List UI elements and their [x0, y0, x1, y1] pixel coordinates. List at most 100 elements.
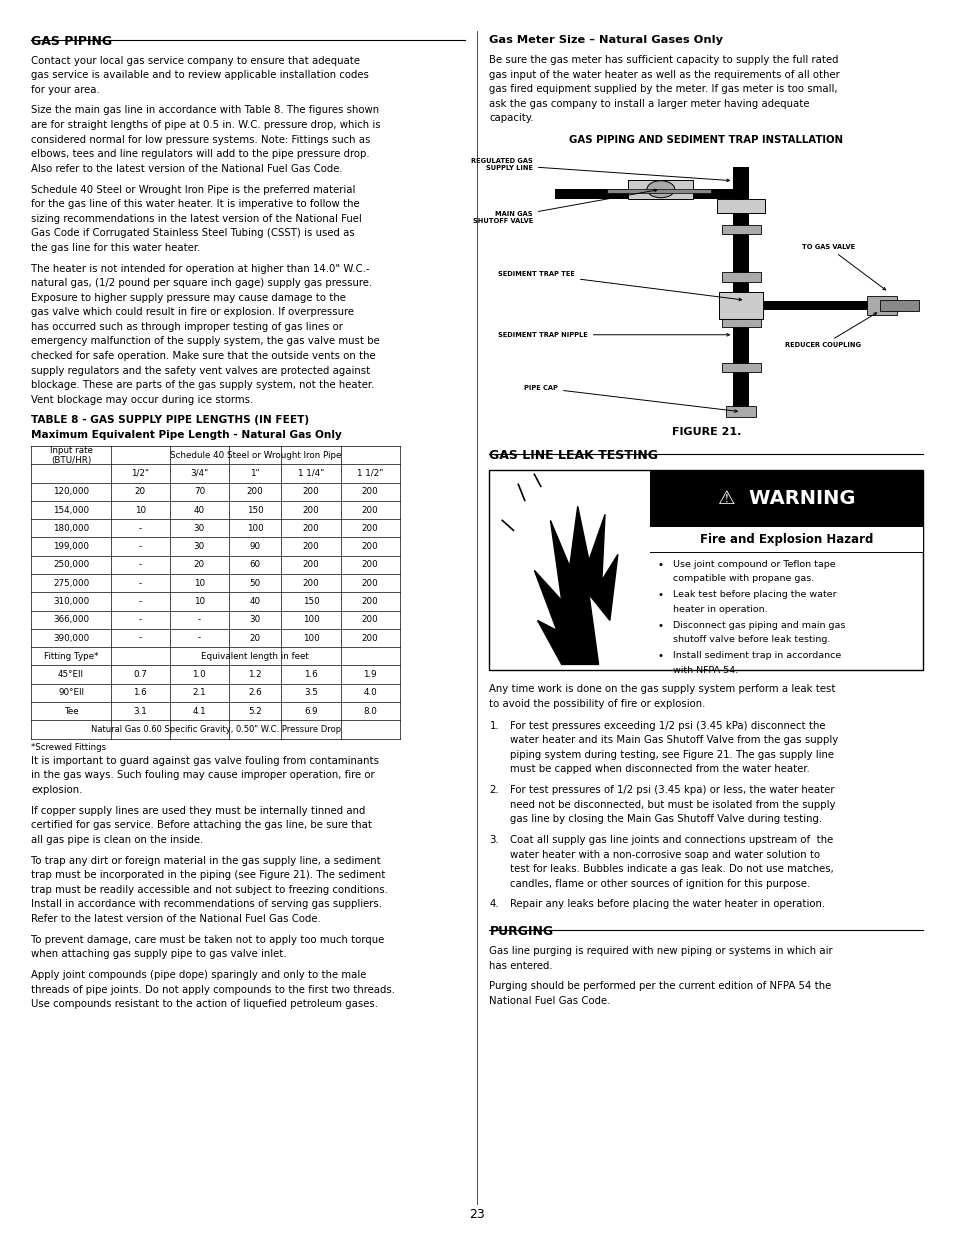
Text: 200: 200 [302, 505, 319, 515]
Text: SEDIMENT TRAP TEE: SEDIMENT TRAP TEE [497, 270, 740, 301]
Text: PURGING: PURGING [489, 925, 553, 939]
Bar [720, 317, 760, 327]
Text: 45°Ell: 45°Ell [58, 671, 84, 679]
Text: Coat all supply gas line joints and connections upstream of  the: Coat all supply gas line joints and conn… [510, 835, 833, 845]
Text: TO GAS VALVE: TO GAS VALVE [801, 245, 884, 290]
Text: 10: 10 [193, 579, 205, 588]
FancyBboxPatch shape [489, 471, 923, 671]
Text: 20: 20 [193, 561, 205, 569]
Text: 200: 200 [361, 505, 378, 515]
Text: 2.6: 2.6 [248, 688, 262, 698]
Text: Leak test before placing the water: Leak test before placing the water [672, 590, 836, 599]
Text: 1/2": 1/2" [132, 469, 149, 478]
Text: gas fired equipment supplied by the meter. If gas meter is too small,: gas fired equipment supplied by the mete… [489, 84, 837, 94]
Text: 3/4": 3/4" [190, 469, 209, 478]
Text: Fire and Explosion Hazard: Fire and Explosion Hazard [700, 534, 873, 546]
Text: 200: 200 [361, 524, 378, 532]
Text: Maximum Equivalent Pipe Length - Natural Gas Only: Maximum Equivalent Pipe Length - Natural… [31, 430, 342, 440]
Text: compatible with propane gas.: compatible with propane gas. [672, 574, 813, 583]
Text: 1": 1" [250, 469, 260, 478]
Text: 90: 90 [250, 542, 260, 551]
Text: 200: 200 [361, 615, 378, 624]
Text: Schedule 40 Steel or Wrought Iron Pipe: Schedule 40 Steel or Wrought Iron Pipe [170, 451, 340, 459]
Text: Fitting Type*: Fitting Type* [44, 652, 98, 661]
Text: when attaching gas supply pipe to gas valve inlet.: when attaching gas supply pipe to gas va… [31, 950, 287, 960]
Text: 100: 100 [302, 615, 319, 624]
Text: National Fuel Gas Code.: National Fuel Gas Code. [489, 995, 610, 1007]
Text: 366,000: 366,000 [53, 615, 89, 624]
Text: gas input of the water heater as well as the requirements of all other: gas input of the water heater as well as… [489, 69, 840, 79]
Text: 0.7: 0.7 [133, 671, 147, 679]
Text: Input rate
(BTU/HR): Input rate (BTU/HR) [50, 446, 92, 464]
Text: Be sure the gas meter has sufficient capacity to supply the full rated: Be sure the gas meter has sufficient cap… [489, 56, 838, 65]
Text: 150: 150 [247, 505, 263, 515]
Bar [554, 189, 606, 199]
Text: sizing recommendations in the latest version of the National Fuel: sizing recommendations in the latest ver… [31, 214, 362, 224]
Text: 100: 100 [302, 634, 319, 642]
Bar [720, 273, 760, 282]
Text: 200: 200 [361, 488, 378, 496]
Text: 40: 40 [250, 597, 260, 606]
Text: water heater with a non-corrosive soap and water solution to: water heater with a non-corrosive soap a… [510, 850, 820, 860]
Text: 390,000: 390,000 [53, 634, 89, 642]
Text: 180,000: 180,000 [53, 524, 89, 532]
Text: Install sediment trap in accordance: Install sediment trap in accordance [672, 651, 841, 659]
Text: For test pressures exceeding 1/2 psi (3.45 kPa) disconnect the: For test pressures exceeding 1/2 psi (3.… [510, 720, 825, 731]
Bar [720, 225, 760, 233]
Text: *Screwed Fittings: *Screwed Fittings [31, 743, 107, 752]
Text: -: - [138, 634, 142, 642]
Text: PIPE CAP: PIPE CAP [523, 385, 737, 412]
Text: 2.: 2. [489, 785, 498, 795]
Text: 1.6: 1.6 [304, 671, 317, 679]
Text: 60: 60 [250, 561, 260, 569]
Text: 10: 10 [193, 597, 205, 606]
Bar [866, 296, 897, 315]
Text: Purging should be performed per the current edition of NFPA 54 the: Purging should be performed per the curr… [489, 982, 831, 992]
Text: checked for safe operation. Make sure that the outside vents on the: checked for safe operation. Make sure th… [31, 351, 375, 361]
Text: 30: 30 [250, 615, 260, 624]
Text: Gas Meter Size – Natural Gases Only: Gas Meter Size – Natural Gases Only [489, 35, 722, 44]
Bar [733, 168, 748, 411]
Text: 200: 200 [361, 561, 378, 569]
Bar [628, 180, 693, 199]
Text: for your area.: for your area. [31, 85, 100, 95]
Text: It is important to guard against gas valve fouling from contaminants: It is important to guard against gas val… [31, 756, 379, 766]
Text: considered normal for low pressure systems. Note: Fittings such as: considered normal for low pressure syste… [31, 135, 371, 144]
Text: -: - [138, 597, 142, 606]
Text: 3.1: 3.1 [133, 706, 147, 715]
Bar [720, 363, 760, 372]
Text: 250,000: 250,000 [53, 561, 89, 569]
Text: 200: 200 [247, 488, 263, 496]
Text: -: - [138, 615, 142, 624]
Text: 200: 200 [302, 542, 319, 551]
Text: •: • [657, 559, 663, 569]
Text: Size the main gas line in accordance with Table 8. The figures shown: Size the main gas line in accordance wit… [31, 105, 379, 115]
Text: piping system during testing, see Figure 21. The gas supply line: piping system during testing, see Figure… [510, 750, 834, 760]
Text: Tee: Tee [64, 706, 78, 715]
Text: 200: 200 [302, 579, 319, 588]
Text: gas valve which could result in fire or explosion. If overpressure: gas valve which could result in fire or … [31, 308, 355, 317]
Bar [598, 189, 740, 199]
Text: GAS LINE LEAK TESTING: GAS LINE LEAK TESTING [489, 450, 658, 462]
Text: elbows, tees and line regulators will add to the pipe pressure drop.: elbows, tees and line regulators will ad… [31, 149, 370, 159]
Text: SEDIMENT TRAP NIPPLE: SEDIMENT TRAP NIPPLE [497, 332, 729, 337]
Text: the gas line for this water heater.: the gas line for this water heater. [31, 243, 201, 253]
Text: 40: 40 [193, 505, 205, 515]
Text: 30: 30 [193, 542, 205, 551]
Text: GAS PIPING: GAS PIPING [31, 35, 112, 48]
Text: must be capped when disconnected from the water heater.: must be capped when disconnected from th… [510, 764, 809, 774]
Text: are for straight lengths of pipe at 0.5 in. W.C. pressure drop, which is: are for straight lengths of pipe at 0.5 … [31, 120, 380, 130]
Bar [879, 300, 918, 311]
Text: 4.0: 4.0 [363, 688, 376, 698]
Text: trap must be incorporated in the piping (see Figure 21). The sediment: trap must be incorporated in the piping … [31, 871, 385, 881]
Text: The heater is not intended for operation at higher than 14.0" W.C.-: The heater is not intended for operation… [31, 263, 370, 273]
Text: -: - [138, 524, 142, 532]
Text: Vent blockage may occur during ice storms.: Vent blockage may occur during ice storm… [31, 395, 253, 405]
Text: 20: 20 [250, 634, 260, 642]
Text: •: • [657, 590, 663, 600]
Text: 1.0: 1.0 [193, 671, 206, 679]
Text: supply regulators and the safety vent valves are protected against: supply regulators and the safety vent va… [31, 366, 371, 375]
Text: 120,000: 120,000 [53, 488, 89, 496]
Text: to avoid the possibility of fire or explosion.: to avoid the possibility of fire or expl… [489, 699, 705, 709]
Text: threads of pipe joints. Do not apply compounds to the first two threads.: threads of pipe joints. Do not apply com… [31, 984, 395, 994]
